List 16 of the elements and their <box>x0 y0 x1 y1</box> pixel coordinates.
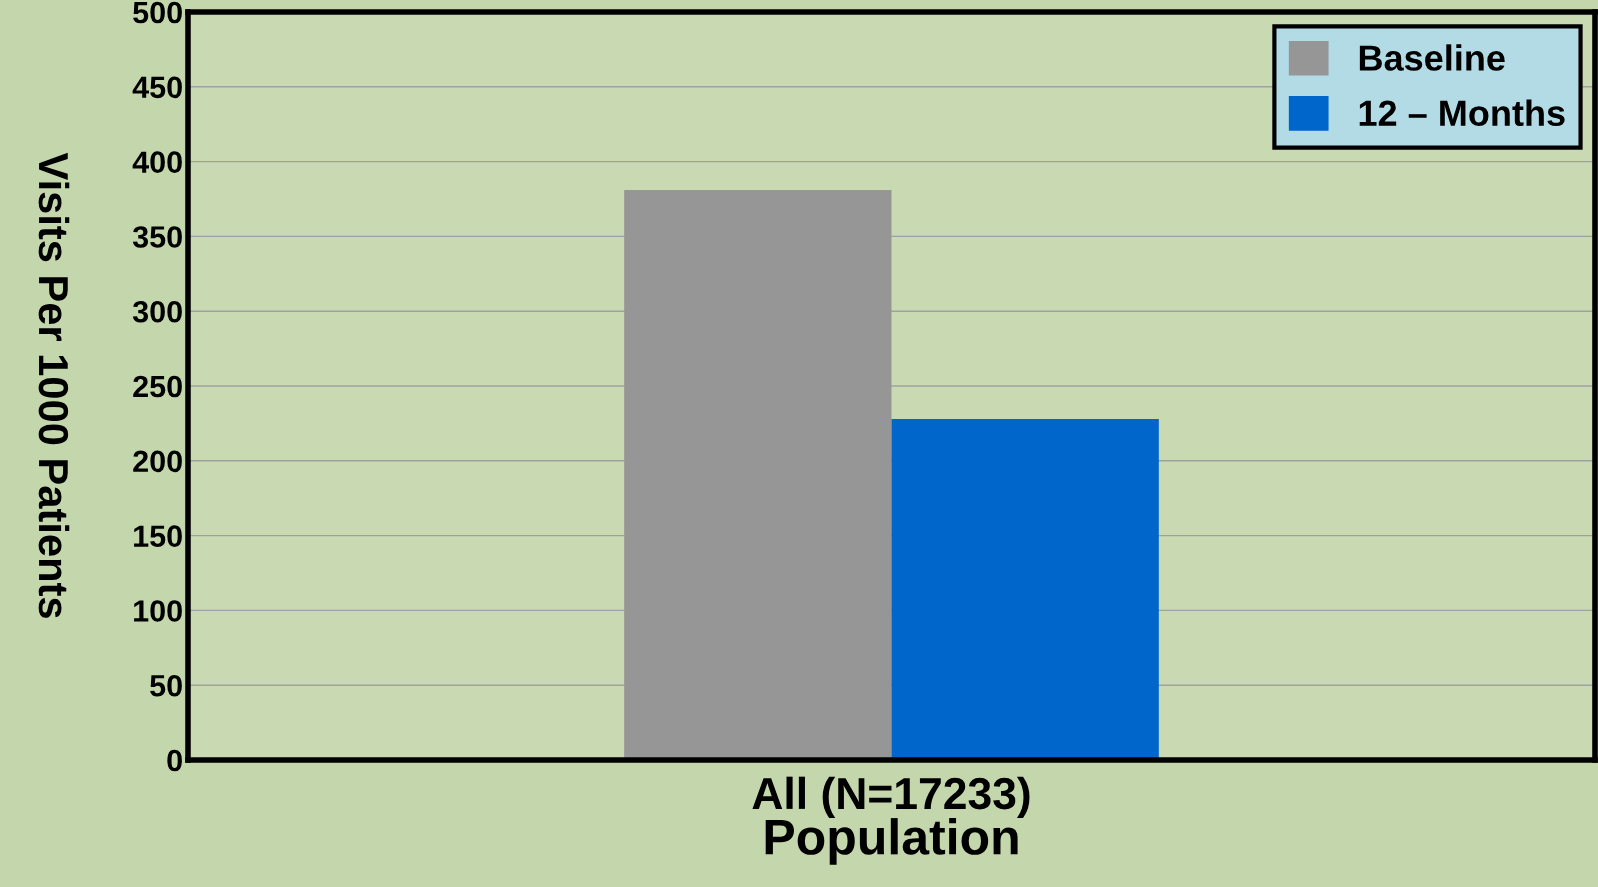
legend-label: Baseline <box>1359 44 1505 71</box>
y-tick-label: 200 <box>133 450 182 473</box>
y-tick-label: 100 <box>134 600 182 622</box>
y-tick-label: 150 <box>134 525 182 547</box>
y-tick-label: 300 <box>132 300 182 323</box>
x-tick-label: All (N=17233) <box>752 776 1030 819</box>
x-axis-title: Population <box>765 818 1018 865</box>
y-tick-label: 350 <box>132 226 182 248</box>
y-tick-label: 0 <box>167 749 182 772</box>
y-tick-label: 400 <box>132 151 182 173</box>
y-axis-title: Visits Per 1000 Patients <box>38 152 70 618</box>
legend-label: 12 – Months <box>1359 99 1565 127</box>
y-tick-label: 50 <box>150 674 182 697</box>
y-tick-label: 500 <box>133 1 182 24</box>
y-tick-label: 250 <box>133 375 182 398</box>
y-tick-label: 450 <box>132 76 182 99</box>
